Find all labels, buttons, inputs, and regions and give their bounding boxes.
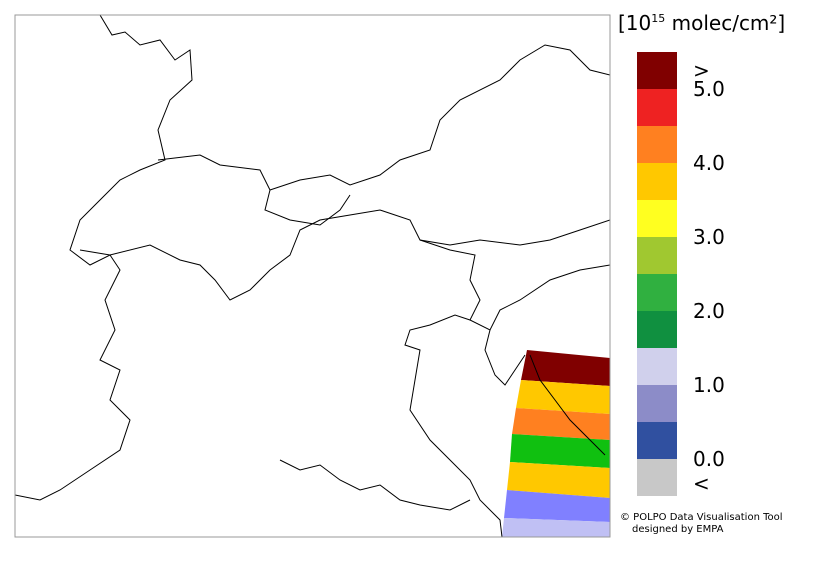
colorbar-swatch <box>637 385 677 422</box>
border <box>264 189 351 226</box>
coastline <box>404 314 503 537</box>
colorbar: [1015 molec/cm²] >5.0 4.0 3.0 2.0 1.0 0.0< <box>618 11 785 496</box>
colorbar-label: 4.0 <box>693 151 725 175</box>
credit: © POLPO Data Visualisation Tool <box>620 512 783 523</box>
swath-stripe <box>512 408 610 440</box>
swath-stripe <box>502 518 610 537</box>
swath-stripe <box>521 350 610 386</box>
map <box>15 15 610 537</box>
colorbar-swatch <box>637 126 677 163</box>
border <box>15 15 193 501</box>
colorbar-swatch <box>637 200 677 237</box>
colorbar-swatch <box>637 52 677 89</box>
coastline <box>484 329 526 386</box>
border <box>419 239 610 331</box>
colorbar-label: < <box>693 472 710 496</box>
colorbar-label: 0.0 <box>693 447 725 471</box>
colorbar-title: [1015 molec/cm²] <box>618 11 785 35</box>
colorbar-swatch <box>637 311 677 348</box>
map-frame <box>14 14 611 538</box>
colorbar-label: 1.0 <box>693 373 725 397</box>
swath-stripe <box>516 380 610 414</box>
border <box>279 459 471 511</box>
colorbar-swatch <box>637 459 677 496</box>
colorbar-swatch <box>637 422 677 459</box>
colorbar-swatch <box>637 348 677 385</box>
credit: designed by EMPA <box>632 524 724 535</box>
swath-stripe <box>504 490 610 522</box>
colorbar-label: 5.0 <box>693 77 725 101</box>
colorbar-label: > <box>693 59 710 83</box>
coastline <box>529 354 606 456</box>
colorbar-swatch <box>637 274 677 311</box>
swath-stripe <box>507 462 610 498</box>
border <box>157 44 610 191</box>
colorbar-swatch <box>637 89 677 126</box>
colorbar-swatch <box>637 163 677 200</box>
colorbar-swatch <box>637 237 677 274</box>
border <box>79 209 610 301</box>
swath-stripe <box>510 434 610 468</box>
colorbar-label: 2.0 <box>693 299 725 323</box>
colorbar-label: 3.0 <box>693 225 725 249</box>
